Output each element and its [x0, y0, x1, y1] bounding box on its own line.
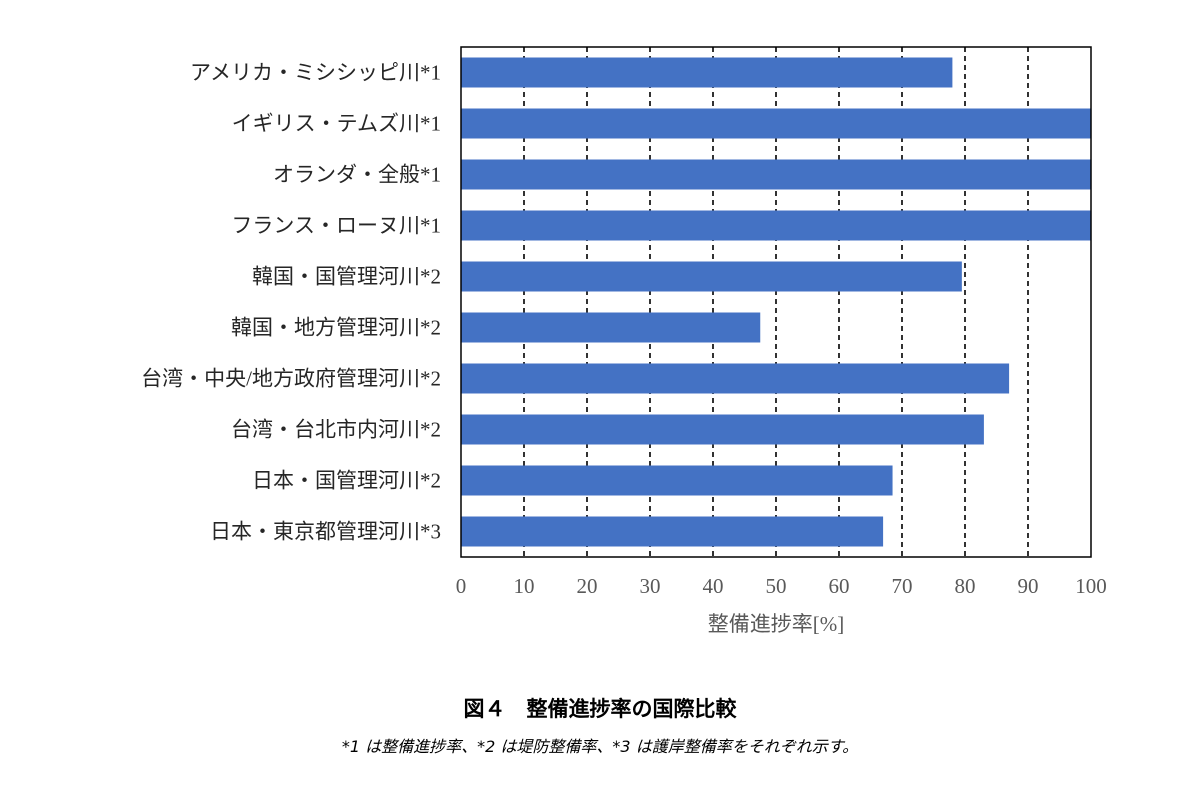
bar [461, 516, 884, 547]
figure-caption-title: 図４ 整備進捗率の国際比較 [463, 697, 737, 721]
category-label: 台湾・中央/地方政府管理河川*2 [141, 367, 441, 391]
x-tick-label: 0 [456, 574, 467, 598]
category-label: 台湾・台北市内河川*2 [231, 418, 441, 442]
category-label: 韓国・地方管理河川*2 [231, 316, 441, 340]
bar [461, 261, 962, 292]
category-label: フランス・ローヌ川*1 [231, 214, 441, 238]
plot-frame [460, 46, 1092, 558]
category-label: 韓国・国管理河川*2 [252, 265, 441, 289]
x-tick-label: 90 [1018, 574, 1039, 598]
bar [461, 57, 953, 88]
x-tick-label: 30 [640, 574, 661, 598]
x-tick-label: 20 [577, 574, 598, 598]
category-labels: アメリカ・ミシシッピ川*1 イギリス・テムズ川*1 オランダ・全般*1 フランス・ロー… [141, 61, 441, 544]
x-tick-label: 40 [703, 574, 724, 598]
bar [461, 363, 1010, 394]
bar [461, 465, 893, 496]
bar [461, 312, 761, 343]
x-tick-label: 50 [766, 574, 787, 598]
category-label: オランダ・全般*1 [273, 163, 441, 187]
figure-caption-note: *1 は整備進捗率、*2 は堤防整備率、*3 は護岸整備率をそれぞれ示す。 [341, 737, 859, 756]
bars [461, 57, 1091, 547]
x-tick-label: 80 [955, 574, 976, 598]
bar [461, 159, 1091, 190]
category-label: 日本・国管理河川*2 [252, 469, 441, 493]
bar [461, 108, 1091, 139]
x-tick-label: 10 [514, 574, 535, 598]
bar [461, 210, 1091, 241]
bar-chart: アメリカ・ミシシッピ川*1 イギリス・テムズ川*1 オランダ・全般*1 フランス・ロー… [141, 46, 1107, 636]
category-label: イギリス・テムズ川*1 [232, 112, 441, 136]
x-tick-label: 70 [892, 574, 913, 598]
bar [461, 414, 984, 445]
x-tick-label: 60 [829, 574, 850, 598]
category-label: 日本・東京都管理河川*3 [210, 520, 441, 544]
x-axis-title: 整備進捗率[%] [708, 612, 844, 636]
x-tick-labels: 0 10 20 30 40 50 60 70 80 90 100 [456, 574, 1107, 598]
category-label: アメリカ・ミシシッピ川*1 [190, 61, 441, 85]
x-tick-label: 100 [1075, 574, 1107, 598]
